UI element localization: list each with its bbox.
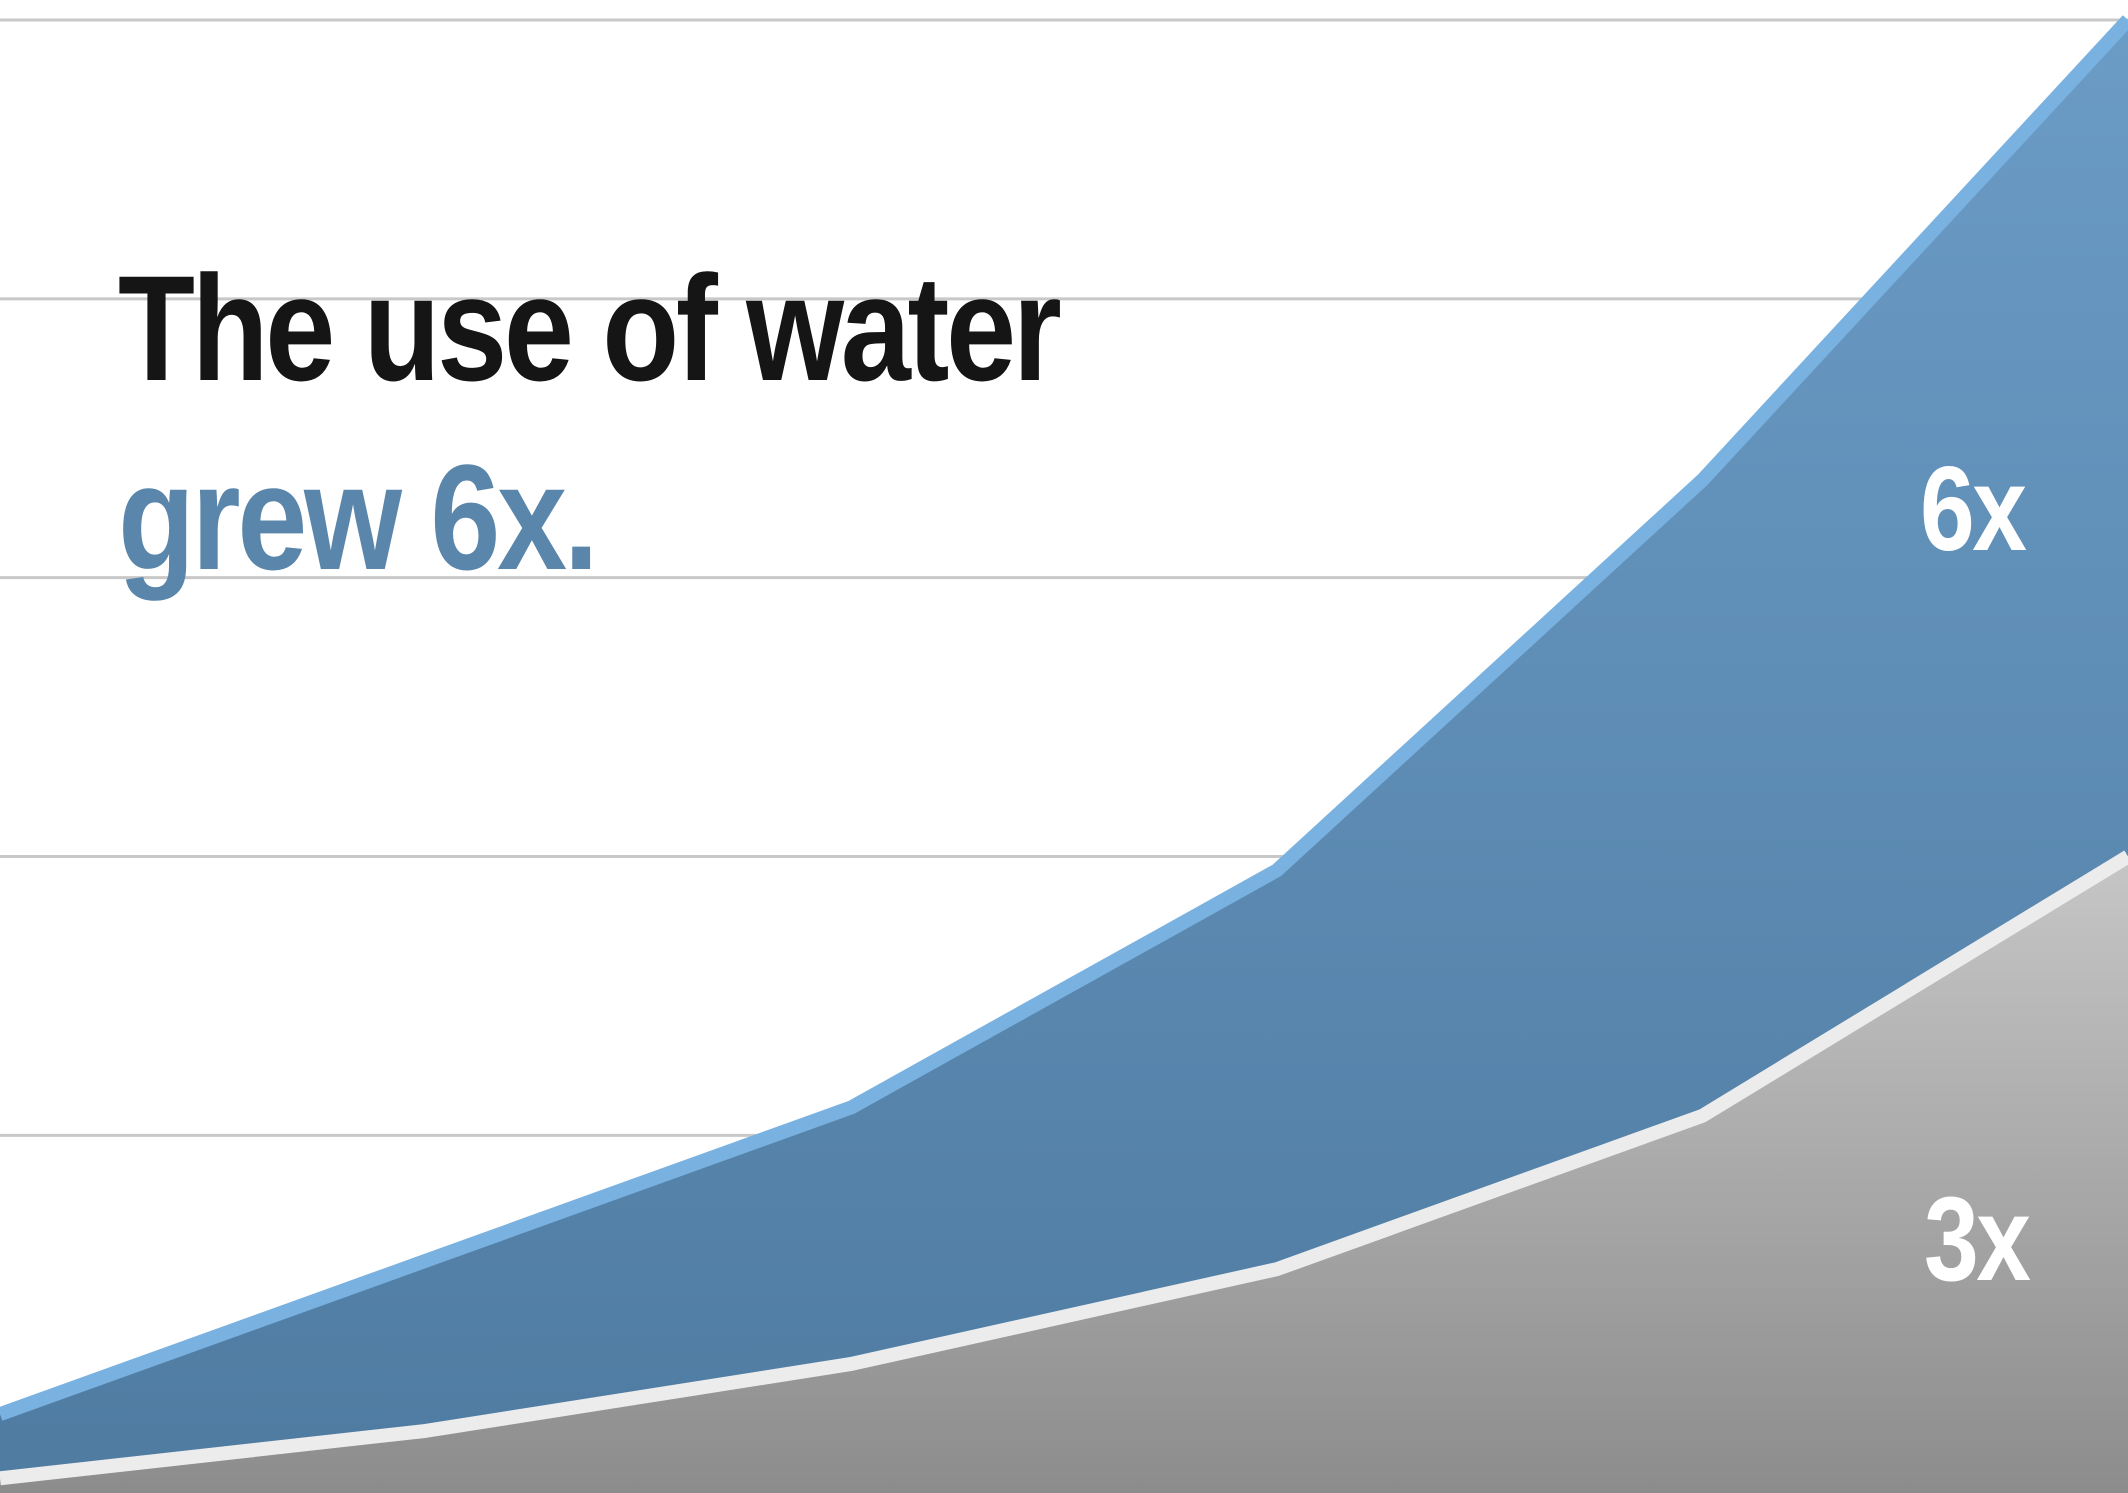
series-area-population [0,856,2128,1493]
series-line-water-use [0,15,2128,1421]
series-line-population [0,850,2128,1486]
chart-subtitle-highlight: grew 6x. [118,433,599,601]
water-use-end-label: 6x [1920,442,2027,576]
series-areas [0,15,2128,1493]
series-area-water-use [0,20,2128,1493]
chart-title: The use of water [118,244,1062,412]
population-end-label: 3x [1924,1172,2031,1306]
